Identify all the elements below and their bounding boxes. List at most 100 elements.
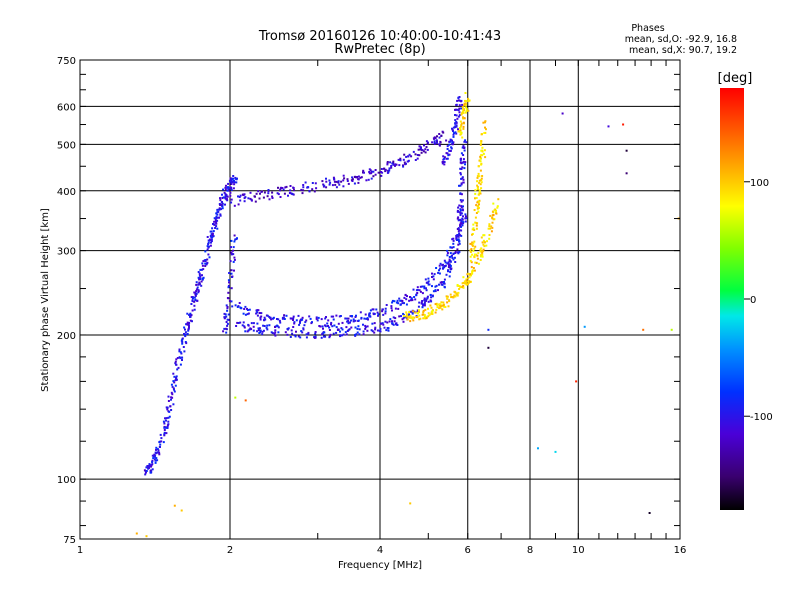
data-point-o-mode	[340, 327, 343, 330]
data-point-z-mode	[359, 176, 362, 179]
data-point-o-mode	[160, 437, 163, 440]
data-point-o-mode	[453, 132, 455, 135]
data-point-x-mode	[469, 273, 472, 276]
data-point-o-mode	[427, 280, 430, 283]
data-point-o-mode	[322, 327, 324, 330]
data-point-o-mode	[391, 301, 394, 304]
data-point-o-mode	[462, 215, 464, 218]
data-point-o-mode	[157, 449, 160, 452]
data-point-o-mode	[326, 322, 329, 325]
data-point-o-mode	[412, 288, 415, 291]
data-point-o-mode	[458, 234, 461, 237]
data-point-o-mode	[218, 216, 220, 219]
data-point-o-mode	[176, 357, 179, 359]
data-point-o-mode	[187, 328, 190, 331]
data-point-o-mode	[350, 326, 353, 329]
data-point-o-mode	[172, 380, 175, 383]
data-point-o-mode	[397, 302, 400, 305]
data-point-o-mode	[224, 197, 227, 200]
data-point-o-mode	[329, 334, 331, 337]
data-point-z-mode	[412, 150, 415, 153]
data-point-z-mode	[353, 182, 356, 185]
data-point-z-mode	[335, 180, 338, 183]
data-point-o-mode	[215, 220, 217, 223]
data-point-o-mode	[172, 403, 175, 406]
data-point-x-mode	[481, 251, 484, 254]
data-point-o-mode	[204, 259, 207, 261]
data-point-o-mode	[374, 328, 377, 331]
data-point-z-mode	[279, 196, 282, 198]
data-point-o-mode	[358, 328, 361, 331]
data-point-o-mode	[457, 206, 460, 209]
data-point-o-mode	[435, 284, 438, 287]
data-point-o-mode	[393, 300, 396, 303]
data-point-o-mode	[448, 256, 451, 258]
data-point-o-mode	[344, 317, 347, 320]
data-point-o-mode	[427, 277, 430, 280]
data-point-o-mode	[324, 324, 326, 327]
data-point-o-mode	[455, 124, 458, 127]
data-point-o-mode	[462, 158, 465, 161]
data-point-o-mode	[462, 205, 464, 208]
data-point-o-mode	[216, 219, 219, 222]
data-point-o-mode	[459, 173, 462, 176]
data-point-x-mode	[480, 162, 483, 165]
data-point-o-mode	[211, 227, 214, 230]
data-point-o-mode	[446, 254, 449, 257]
data-point-o-mode	[443, 156, 446, 159]
data-point-x-mode	[418, 309, 420, 312]
data-point-o-mode	[464, 161, 467, 164]
data-point-o-mode	[363, 317, 366, 320]
data-point-z-mode	[434, 137, 437, 139]
data-point-x-mode	[488, 237, 491, 240]
data-point-o-mode	[279, 321, 282, 324]
data-point-o-mode	[347, 319, 350, 322]
y-tick-label: 200	[57, 331, 76, 342]
data-point-o-mode	[441, 162, 444, 165]
data-point-o-mode	[387, 329, 390, 332]
data-point-x-mode	[423, 314, 426, 317]
data-point-z-mode	[334, 183, 337, 186]
data-point-o-mode	[455, 121, 458, 124]
data-point-outlier	[554, 450, 557, 453]
data-point-z-mode	[405, 155, 408, 158]
data-point-x-mode	[483, 241, 486, 244]
data-point-z-mode	[302, 186, 305, 189]
data-point-z-mode	[271, 195, 274, 198]
data-point-o-mode	[464, 139, 467, 142]
data-point-o-mode	[417, 305, 420, 308]
data-point-o-mode	[276, 318, 278, 320]
data-point-o-mode	[443, 163, 446, 166]
data-point-o-mode	[366, 317, 369, 320]
data-point-x-mode	[422, 317, 425, 320]
data-point-x-mode	[462, 276, 465, 279]
data-point-o-mode	[431, 272, 433, 275]
data-point-o-mode	[305, 319, 308, 322]
data-point-o-mode	[465, 141, 468, 144]
data-point-z-mode	[249, 197, 252, 200]
data-point-o-mode	[198, 281, 201, 284]
data-point-o-mode	[451, 238, 454, 241]
data-point-o-mode	[250, 328, 253, 331]
data-point-o-mode	[145, 470, 148, 472]
data-point-x-mode	[416, 312, 419, 315]
data-point-o-mode	[252, 329, 255, 332]
data-point-z-mode	[368, 168, 371, 171]
data-point-z-mode	[380, 171, 382, 173]
data-point-o-mode	[314, 331, 317, 333]
data-point-o-mode	[406, 295, 408, 298]
x-tick-label: 1	[77, 545, 83, 556]
data-point-x-mode	[479, 157, 482, 160]
data-point-x-mode	[424, 315, 427, 318]
data-point-z-mode	[426, 148, 429, 151]
data-point-o-mode	[206, 261, 209, 264]
stats-heading: Phases	[631, 23, 664, 34]
data-point-x-mode	[475, 222, 478, 225]
data-point-o-mode	[167, 416, 170, 419]
data-point-x-mode	[479, 183, 482, 186]
chart-title: Tromsø 20160126 10:40:00-10:41:43	[258, 29, 501, 44]
data-point-x-mode	[463, 102, 466, 105]
data-point-x-mode	[415, 316, 418, 318]
data-point-o-mode	[200, 280, 203, 283]
data-point-o-mode	[454, 122, 457, 125]
